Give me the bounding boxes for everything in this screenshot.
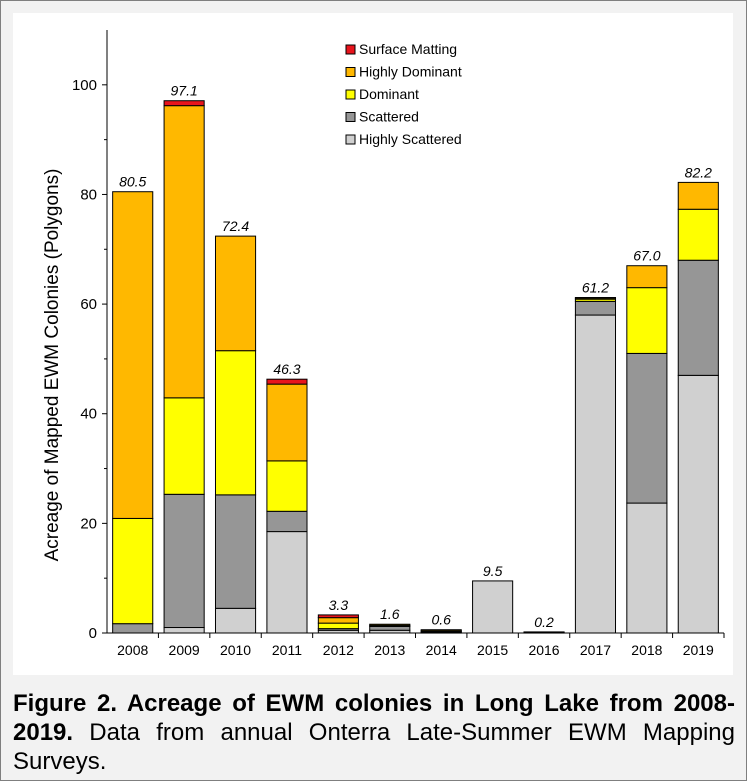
total-label: 0.6 (431, 612, 451, 628)
bar-segment-dominant (677, 208, 719, 261)
bar-segment-highly-dominant (163, 105, 205, 399)
bar-segment-dominant (317, 622, 359, 630)
legend-box (336, 35, 501, 158)
y-axis-label: Acreage of Mapped EWM Colonies (Polygons… (42, 169, 63, 562)
bar-segment-highly-dominant (420, 629, 462, 632)
bar-segment-scattered (574, 300, 617, 316)
total-label: 80.5 (119, 174, 146, 190)
x-tick-label: 2011 (272, 642, 302, 658)
bar-segment-scattered (266, 510, 308, 533)
bar-segment-scattered (112, 623, 154, 634)
x-tick-label: 2008 (117, 642, 148, 658)
bar-segment-highly-dominant (266, 383, 308, 462)
bar-segment-surface-matting (317, 614, 359, 619)
axes: 0 20 40 60 80 100 2008 2009 2010 2011 2012 2013 2014… (72, 30, 725, 658)
bar-segment-dominant (214, 350, 257, 496)
bar-segment-dominant (112, 517, 154, 625)
total-label: 61.2 (582, 280, 609, 296)
bar-segment-highly-scattered (677, 374, 719, 634)
legend-label: Highly Dominant (359, 64, 462, 80)
x-tick-label: 2015 (477, 642, 508, 658)
bar-segment-highly-dominant (317, 617, 359, 624)
total-label: 97.1 (171, 83, 198, 99)
bar-segment-highly-scattered (163, 627, 205, 634)
legend-label: Surface Matting (359, 41, 457, 57)
bar-segment-scattered (677, 259, 719, 376)
x-tick-label: 2013 (374, 642, 405, 658)
x-tick-label: 2019 (683, 642, 714, 658)
bar-segment-scattered (163, 493, 205, 629)
bar-segment-highly-scattered (472, 580, 514, 634)
bar-segment-highly-scattered (574, 314, 617, 634)
total-label: 67.0 (633, 248, 660, 264)
bar-segment-scattered (369, 625, 411, 631)
total-label: 3.3 (329, 597, 349, 613)
legend-swatch (345, 89, 356, 100)
bar-segment-dominant (266, 460, 308, 512)
caption-bold: Figure 2. Acreage of EWM colonies in Lon… (13, 690, 735, 746)
total-label: 82.2 (685, 164, 712, 180)
x-tick-label: 2014 (426, 642, 457, 658)
bar-segment-scattered (523, 631, 565, 634)
total-label: 46.3 (273, 361, 300, 377)
legend-swatch (345, 67, 356, 77)
legend-label: Highly Scattered (359, 131, 462, 147)
bar-segment-scattered (214, 494, 257, 609)
y-tick-label: 20 (80, 515, 97, 532)
total-label: 72.4 (222, 218, 249, 234)
chart-area: 0 20 40 60 80 100 2008 2009 2010 2011 2012 2013 2014… (13, 13, 733, 675)
legend-swatch (345, 44, 356, 55)
bar-segment-surface-matting (574, 297, 617, 299)
legend-label: Scattered (359, 109, 419, 125)
stacked-bar-chart: 0 20 40 60 80 100 2008 2009 2010 2011 2012 2013 2014… (42, 30, 725, 658)
bar-segment-highly-dominant (369, 623, 411, 626)
x-tick-label: 2018 (631, 642, 662, 658)
bar-segment-scattered (626, 352, 668, 504)
y-tick-label: 60 (80, 296, 97, 313)
y-tick-label: 80 (80, 186, 97, 203)
x-tick-label: 2009 (169, 642, 200, 658)
y-tick-label: 100 (72, 77, 97, 94)
x-tick-label: 2012 (323, 642, 354, 658)
bar-segment-surface-matting (266, 378, 308, 385)
bar-segment-dominant (163, 397, 205, 495)
bar-segment-dominant (626, 287, 668, 354)
x-tick-label: 2010 (220, 642, 251, 658)
bar-segment-surface-matting (163, 100, 205, 107)
legend: Surface Matting Highly Dominant Dominant Sc… (336, 35, 501, 158)
legend-swatch (345, 112, 356, 122)
total-label: 9.5 (483, 563, 503, 579)
bar-segment-highly-dominant (214, 235, 257, 352)
y-tick-label: 40 (80, 406, 97, 423)
total-labels: 80.5 97.1 72.4 46.3 3.3 1.6 0.6 9.5 0.2 61.2 67.0 8… (119, 83, 712, 630)
bar-segment-highly-scattered (626, 502, 668, 634)
bar-segment-highly-dominant (677, 181, 719, 210)
legend-label: Dominant (359, 86, 419, 102)
bar-segment-highly-scattered (266, 531, 308, 634)
bars (112, 100, 719, 634)
bar-segment-highly-dominant (626, 265, 668, 289)
bar-segment-highly-scattered (214, 607, 257, 634)
total-label: 0.2 (534, 614, 554, 630)
x-tick-label: 2017 (580, 642, 611, 658)
figure-caption: Figure 2. Acreage of EWM colonies in Lon… (13, 689, 735, 776)
x-tick-label: 2016 (528, 642, 559, 658)
bar-segment-highly-dominant (112, 191, 154, 519)
caption-text: Data from annual Onterra Late-Summer EWM… (13, 719, 735, 775)
legend-swatch (345, 134, 356, 145)
total-label: 1.6 (380, 606, 400, 622)
y-tick-label: 0 (89, 625, 97, 642)
